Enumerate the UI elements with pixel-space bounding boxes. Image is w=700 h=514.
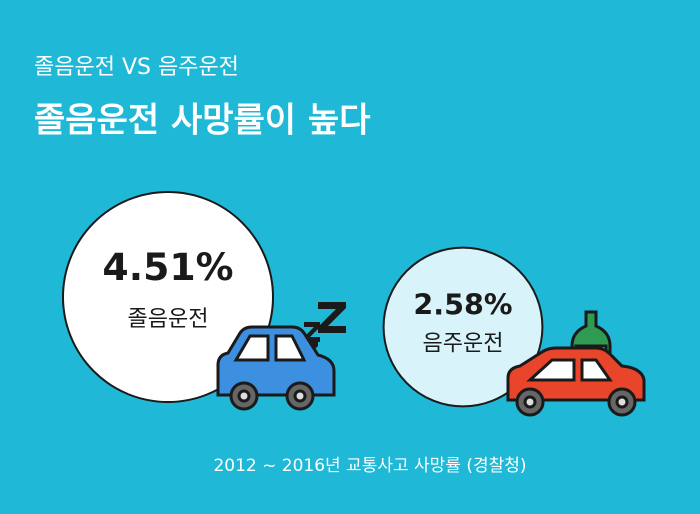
red-car: [506, 346, 646, 417]
source-note: 2012 ~ 2016년 교통사고 사망률 (경찰청): [213, 456, 526, 476]
value-label: 4.51%: [102, 245, 233, 289]
value-label: 2.58%: [413, 287, 512, 321]
chart-subtitle: 졸음운전 VS 음주운전: [34, 55, 239, 80]
bubble: [382, 246, 544, 408]
bubble: [62, 191, 274, 403]
chart-title: 졸음운전 사망률이 높다: [34, 101, 370, 141]
category-label: 음주운전: [423, 331, 504, 356]
bubbles: 4.51% 졸음운전 2.58% 음주운전: [62, 191, 544, 408]
blue-car: [216, 325, 336, 411]
category-label: 졸음운전: [128, 307, 209, 332]
